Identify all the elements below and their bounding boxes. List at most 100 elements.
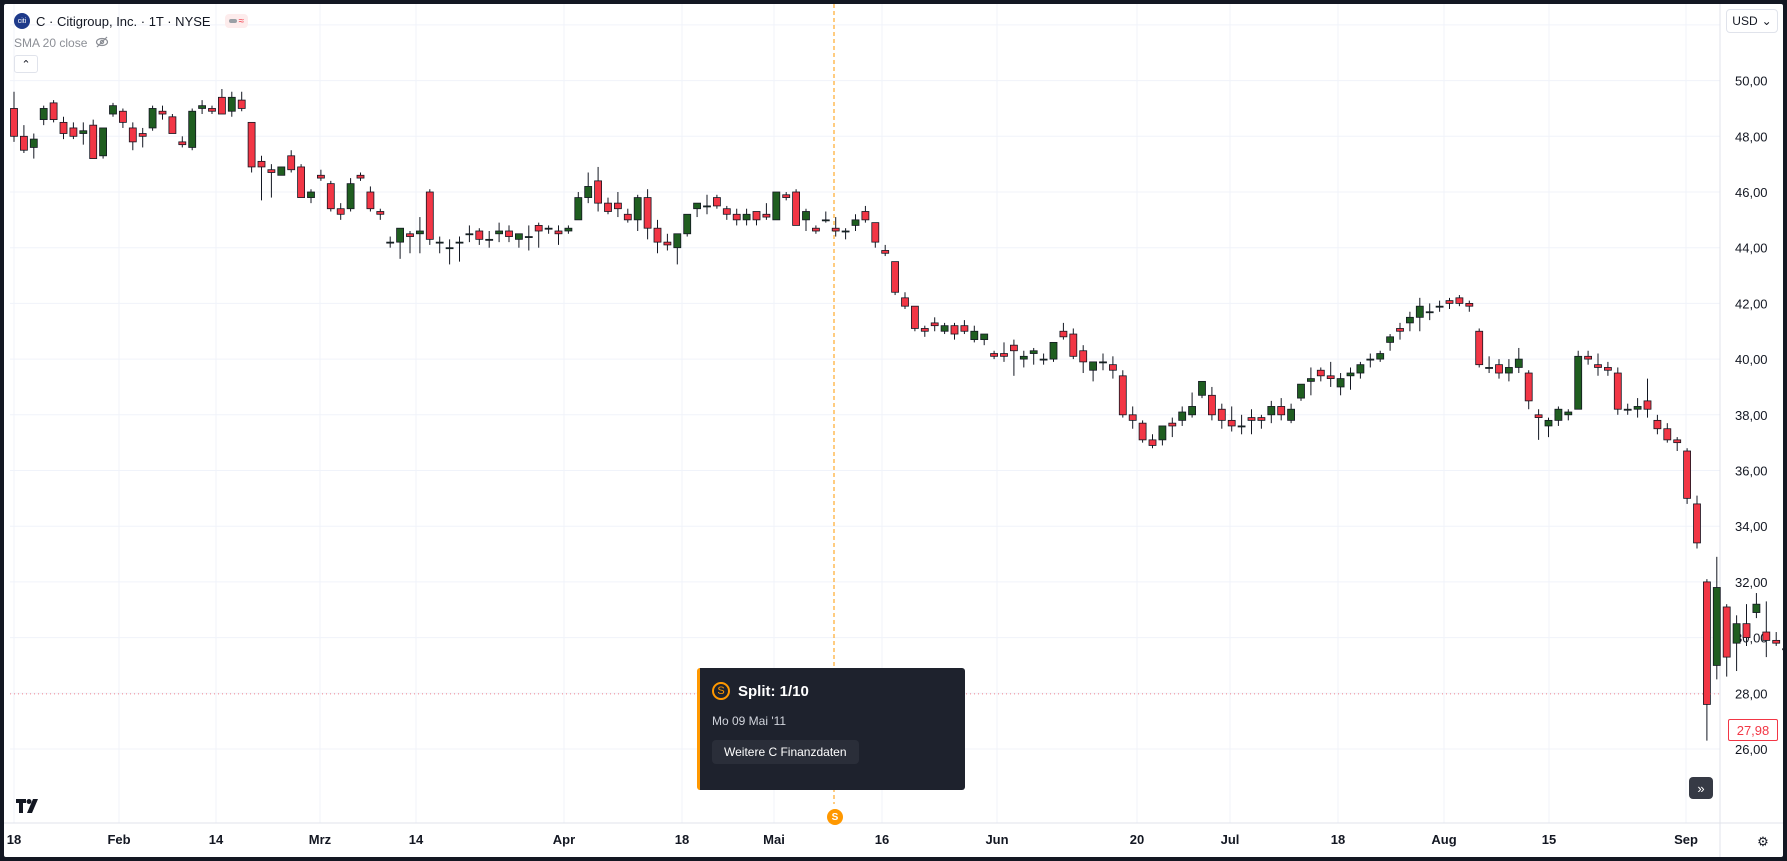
candle-body[interactable] — [1514, 358, 1523, 368]
candle-body[interactable] — [198, 105, 207, 109]
candle-body[interactable] — [623, 213, 632, 221]
candle-body[interactable] — [1010, 344, 1018, 352]
candle-body[interactable] — [1623, 408, 1632, 411]
candle-body[interactable] — [564, 227, 573, 232]
candle-body[interactable] — [1465, 302, 1474, 307]
candle-body[interactable] — [178, 141, 187, 146]
candle-body[interactable] — [188, 110, 197, 148]
candle-body[interactable] — [366, 191, 375, 210]
candle-body[interactable] — [1495, 364, 1503, 374]
candle-body[interactable] — [703, 205, 711, 208]
candle-body[interactable] — [1772, 639, 1781, 644]
candle-body[interactable] — [495, 230, 504, 235]
candle-body[interactable] — [1505, 367, 1513, 374]
candle-body[interactable] — [713, 197, 721, 207]
candle-body[interactable] — [465, 233, 474, 236]
candle-body[interactable] — [693, 202, 701, 210]
candle-body[interactable] — [1336, 378, 1345, 388]
candle-body[interactable] — [1693, 503, 1701, 544]
candle-body[interactable] — [1188, 406, 1196, 416]
candle-body[interactable] — [19, 135, 28, 151]
candle-body[interactable] — [920, 328, 929, 332]
candle-body[interactable] — [1178, 411, 1187, 421]
candle-body[interactable] — [742, 213, 751, 221]
candle-body[interactable] — [10, 108, 18, 137]
candle-body[interactable] — [851, 219, 860, 226]
candle-body[interactable] — [128, 127, 137, 143]
tradingview-logo[interactable] — [16, 797, 42, 818]
candle-body[interactable] — [861, 211, 870, 221]
candle-body[interactable] — [1604, 367, 1612, 371]
candle-body[interactable] — [1406, 316, 1414, 324]
candle-body[interactable] — [1366, 358, 1375, 361]
candle-body[interactable] — [1445, 300, 1454, 304]
candle-body[interactable] — [1712, 587, 1721, 666]
candle-body[interactable] — [554, 230, 563, 235]
candle-body[interactable] — [346, 183, 355, 210]
candle-body[interactable] — [524, 236, 533, 238]
candle-body[interactable] — [1049, 341, 1058, 360]
candle-body[interactable] — [168, 116, 177, 134]
candle-body[interactable] — [1128, 414, 1137, 421]
symbol-legend[interactable]: citi C · Citigroup, Inc. · 1T · NYSE ≈ — [14, 11, 249, 31]
candle-body[interactable] — [247, 121, 256, 168]
candle-body[interactable] — [1356, 364, 1365, 374]
split-event-marker[interactable]: S — [827, 809, 843, 825]
candle-body[interactable] — [980, 333, 989, 341]
candle-body[interactable] — [1524, 372, 1533, 402]
candle-body[interactable] — [1059, 330, 1068, 338]
candle-body[interactable] — [732, 213, 741, 221]
candle-body[interactable] — [653, 227, 662, 243]
candle-body[interactable] — [138, 133, 147, 137]
candle-body[interactable] — [1594, 364, 1602, 368]
candle-body[interactable] — [396, 227, 405, 243]
candle-body[interactable] — [59, 121, 68, 134]
candle-body[interactable] — [1198, 380, 1206, 396]
candle-body[interactable] — [277, 166, 286, 176]
candle-body[interactable] — [782, 194, 791, 198]
candle-body[interactable] — [911, 305, 919, 329]
candle-body[interactable] — [1000, 353, 1008, 357]
candle-body[interactable] — [29, 138, 38, 148]
candle-body[interactable] — [1752, 603, 1761, 613]
candle-body[interactable] — [1534, 414, 1543, 418]
candle-body[interactable] — [633, 197, 642, 221]
candle-body[interactable] — [812, 227, 820, 232]
candle-body[interactable] — [1653, 419, 1662, 430]
candle-body[interactable] — [604, 202, 612, 212]
candle-body[interactable] — [1485, 367, 1493, 369]
candle-body[interactable] — [1148, 439, 1157, 446]
candle-body[interactable] — [1277, 406, 1286, 416]
candle-body[interactable] — [584, 186, 593, 198]
candle-body[interactable] — [950, 325, 959, 335]
candle-body[interactable] — [445, 247, 454, 250]
candle-body[interactable] — [1673, 439, 1682, 444]
candle-body[interactable] — [1069, 333, 1078, 357]
candle-body[interactable] — [1386, 336, 1394, 343]
candle-body[interactable] — [257, 160, 266, 168]
candle-body[interactable] — [1287, 408, 1295, 421]
candle-body[interactable] — [1683, 450, 1691, 499]
candle-body[interactable] — [1435, 305, 1444, 308]
candle-body[interactable] — [1307, 378, 1315, 382]
candle-body[interactable] — [415, 230, 424, 235]
candle-body[interactable] — [1326, 375, 1335, 379]
candle-body[interactable] — [722, 208, 731, 215]
candle-body[interactable] — [1247, 417, 1256, 421]
candle-body[interactable] — [960, 325, 969, 332]
candle-body[interactable] — [1633, 406, 1642, 410]
candle-body[interactable] — [1029, 350, 1038, 354]
candle-body[interactable] — [455, 241, 464, 244]
candle-body[interactable] — [158, 110, 167, 115]
candle-body[interactable] — [505, 230, 513, 237]
candle-body[interactable] — [326, 183, 335, 210]
candle-body[interactable] — [1742, 623, 1751, 638]
candle-body[interactable] — [1079, 350, 1088, 363]
candle-body[interactable] — [821, 219, 830, 222]
candle-body[interactable] — [1613, 372, 1622, 410]
candle-body[interactable] — [614, 202, 622, 210]
candle-body[interactable] — [1227, 419, 1236, 427]
candle-body[interactable] — [69, 127, 78, 137]
candle-body[interactable] — [831, 227, 840, 232]
candle-body[interactable] — [1099, 361, 1107, 364]
